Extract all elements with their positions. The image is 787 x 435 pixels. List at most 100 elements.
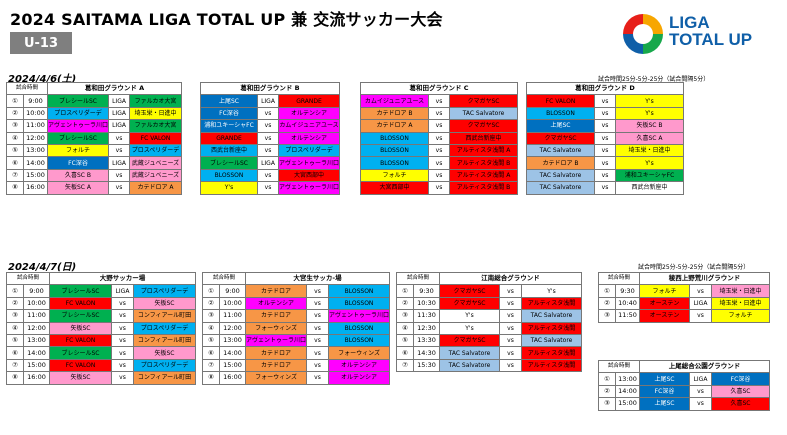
home-team: TAC Salvatore bbox=[526, 181, 595, 195]
away-team: コンフィアール町田 bbox=[133, 371, 196, 385]
home-team: FC VALON bbox=[49, 358, 112, 373]
venue-name: 葛和田グラウンド D bbox=[526, 81, 684, 96]
match-row: 上尾SC LIGA GRANDE bbox=[200, 94, 341, 108]
match-row: 大宮西部中 vs アルティスタ浅間 B bbox=[360, 181, 518, 195]
away-team: FC VALON bbox=[129, 131, 183, 145]
time-header: 試合時間 bbox=[598, 271, 640, 286]
home-team: クマガヤSC bbox=[439, 296, 500, 311]
day1-date: 2024/4/6(土) bbox=[8, 74, 77, 85]
match-time: 11:00 bbox=[23, 309, 50, 323]
home-team: アヴェントゥーラ川口 bbox=[244, 333, 308, 348]
versus-label: vs bbox=[306, 358, 330, 373]
home-team: Y's bbox=[200, 181, 258, 195]
versus-label: vs bbox=[306, 309, 330, 323]
home-team: カムイジュニアユース bbox=[360, 94, 429, 108]
home-team: 浦和ユキーシャFC bbox=[200, 119, 258, 133]
match-time: 10:00 bbox=[23, 106, 48, 121]
match-number: ③ bbox=[6, 119, 24, 133]
match-time: 16:00 bbox=[23, 371, 50, 385]
match-row: ② 10:00 FC VALON vs 矢板SC bbox=[6, 296, 196, 311]
away-team: オルテンシア bbox=[328, 358, 391, 373]
versus-label: vs bbox=[428, 94, 450, 108]
match-row: ④ 12:00 ブレシールSC vs FC VALON bbox=[6, 131, 183, 145]
match-row: ② 10:00 オルテンシア vs BLOSSON bbox=[202, 296, 391, 311]
match-row: ② 10:40 オーステン LIGA 埼玉栄・日進中 bbox=[598, 296, 770, 311]
home-team: カテドロア A bbox=[360, 119, 429, 133]
logo-ball-icon bbox=[623, 14, 663, 54]
away-team: TAC Salvatore bbox=[521, 309, 582, 323]
venue-name: 上尾総合公園グラウンド bbox=[639, 359, 770, 374]
match-number: ⑧ bbox=[202, 371, 220, 385]
home-team: フォーウィンズ bbox=[244, 371, 308, 385]
match-number: ⑥ bbox=[6, 156, 24, 170]
home-team: ブレシールSC bbox=[200, 156, 258, 170]
away-team: BLOSSON bbox=[328, 296, 391, 311]
away-team: Y's bbox=[615, 106, 684, 121]
match-row: 上尾SC vs 矢板SC B bbox=[526, 119, 684, 133]
match-time: 11:00 bbox=[23, 119, 48, 133]
home-team: カテドロア bbox=[244, 284, 308, 298]
venue-name: 葛和田グラウンド B bbox=[199, 81, 341, 96]
match-time: 15:00 bbox=[615, 397, 640, 411]
match-number: ① bbox=[6, 94, 24, 108]
away-team: フォルチ bbox=[711, 309, 770, 323]
versus-label: vs bbox=[689, 284, 712, 298]
versus-label: vs bbox=[594, 131, 616, 145]
match-time: 13:30 bbox=[413, 333, 440, 348]
match-time: 9:00 bbox=[23, 284, 50, 298]
away-team: TAC Salvatore bbox=[521, 333, 582, 348]
versus-label: LIGA bbox=[108, 94, 131, 108]
match-time: 16:00 bbox=[23, 181, 48, 195]
match-time: 12:00 bbox=[219, 321, 246, 335]
home-team: フォルチ bbox=[360, 168, 429, 183]
logo-line1: LIGA bbox=[669, 13, 710, 32]
away-team: アルティスタ浅間 A bbox=[449, 168, 518, 183]
match-row: ① 9:00 カテドロア vs BLOSSON bbox=[202, 284, 391, 298]
away-team: 埼玉栄・日進中 bbox=[711, 296, 770, 311]
home-team: ブレシールSC bbox=[49, 284, 112, 298]
away-team: 埼玉栄・日進中 bbox=[129, 106, 183, 121]
versus-label: vs bbox=[257, 106, 279, 121]
match-number: ⑤ bbox=[6, 143, 24, 158]
match-row: BLOSSON vs 西武台新座中 bbox=[360, 131, 518, 145]
versus-label: vs bbox=[499, 309, 522, 323]
home-team: TAC Salvatore bbox=[526, 168, 595, 183]
away-team: オルテンシア bbox=[277, 131, 341, 145]
versus-label: vs bbox=[499, 296, 522, 311]
match-time: 12:00 bbox=[23, 321, 50, 335]
match-row: ⑥ 14:00 FC深谷 LIGA 武蔵ジュベニーズ bbox=[6, 156, 183, 170]
match-row: フォルチ vs アルティスタ浅間 A bbox=[360, 168, 518, 183]
versus-label: vs bbox=[499, 321, 522, 335]
home-team: ブレシールSC bbox=[49, 309, 112, 323]
away-team: Y's bbox=[521, 284, 582, 298]
away-team: 武蔵ジュベニーズ bbox=[129, 168, 183, 183]
away-team: BLOSSON bbox=[328, 321, 391, 335]
versus-label: vs bbox=[257, 143, 279, 158]
time-header: 試合時間 bbox=[598, 359, 640, 374]
match-row: カムイジュニアユース vs クマガヤSC bbox=[360, 94, 518, 108]
venue-name: 大宮生サッカ-場 bbox=[244, 271, 391, 286]
away-team: 西武台新座中 bbox=[449, 131, 518, 145]
home-team: TAC Salvatore bbox=[526, 143, 595, 158]
match-number: ① bbox=[6, 284, 24, 298]
home-team: TAC Salvatore bbox=[439, 358, 500, 373]
match-number: ④ bbox=[6, 131, 24, 145]
home-team: カテドロア B bbox=[360, 106, 429, 121]
match-row: BLOSSON vs アルティスタ浅間 A bbox=[360, 143, 518, 158]
versus-label: vs bbox=[428, 131, 450, 145]
versus-label: LIGA bbox=[257, 156, 279, 170]
match-number: ⑥ bbox=[202, 346, 220, 360]
time-header: 試合時間 bbox=[396, 271, 440, 286]
versus-label: vs bbox=[257, 131, 279, 145]
away-team: アルティスタ浅間 B bbox=[449, 181, 518, 195]
home-team: クマガヤSC bbox=[526, 131, 595, 145]
away-team: 矢板SC B bbox=[615, 119, 684, 133]
versus-label: vs bbox=[257, 119, 279, 133]
match-number: ① bbox=[396, 284, 414, 298]
venue-name: 稜西上野荒川グラウンド bbox=[639, 271, 770, 286]
match-row: ⑥ 14:00 ブレシールSC vs 矢板SC bbox=[6, 346, 196, 360]
match-time: 9:00 bbox=[219, 284, 246, 298]
match-time: 9:30 bbox=[615, 284, 640, 298]
match-number: ③ bbox=[6, 309, 24, 323]
away-team: 大宮西部中 bbox=[277, 168, 341, 183]
